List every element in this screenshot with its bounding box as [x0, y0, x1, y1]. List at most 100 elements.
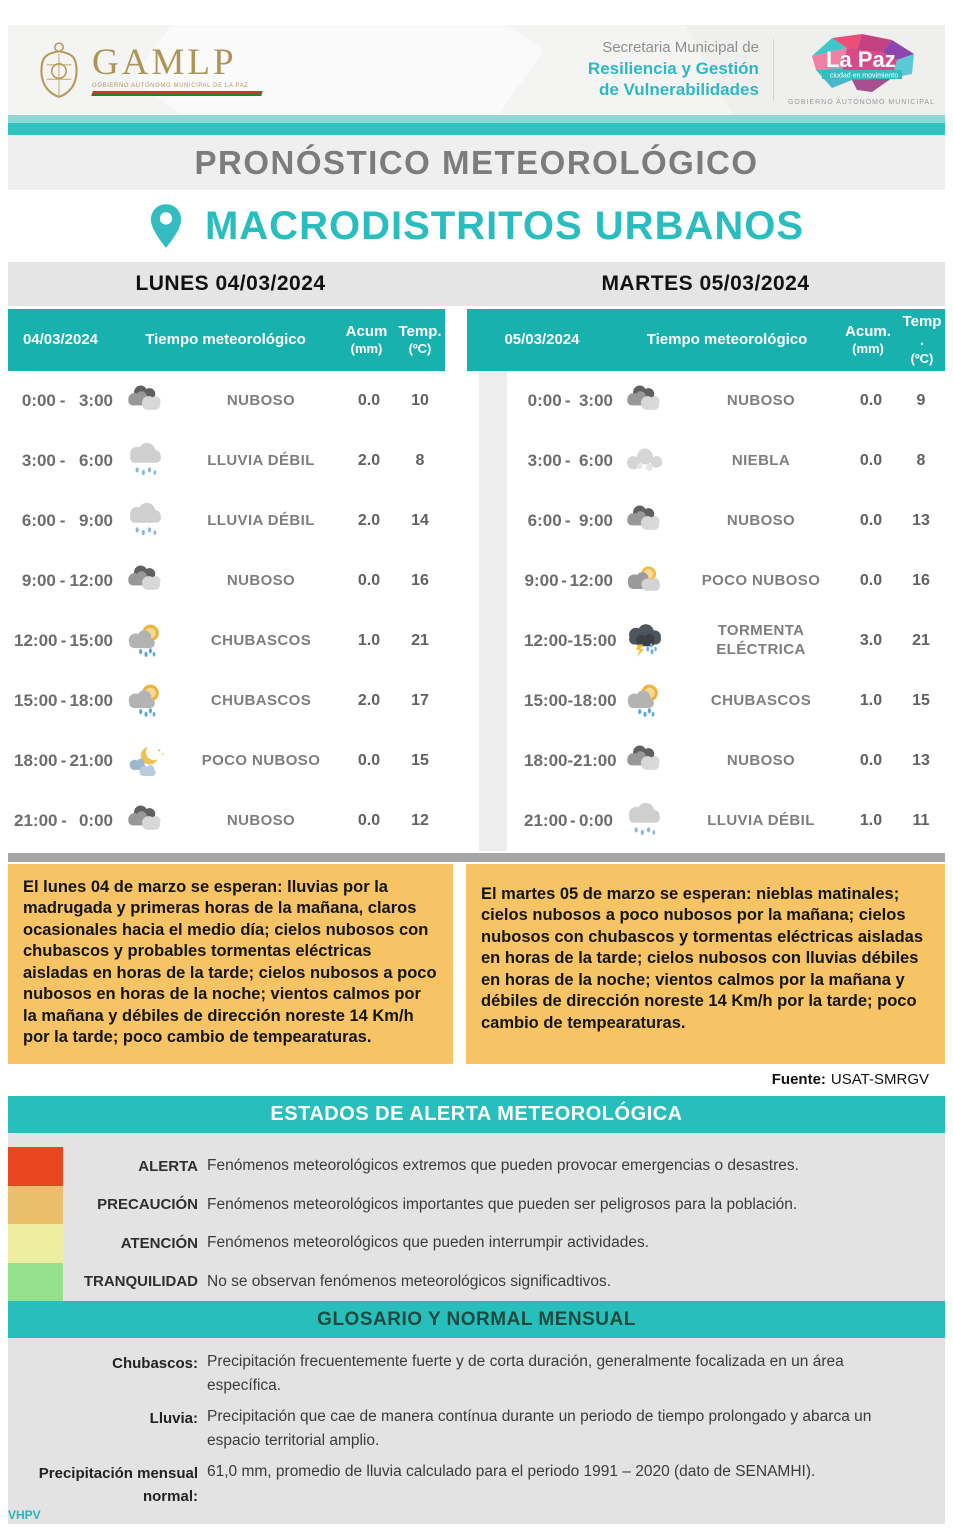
time-start: 6:00: [21, 511, 56, 530]
time-range: 15:00 - 18:00: [8, 691, 113, 711]
location-pin-icon: [150, 204, 182, 248]
weather-condition: NUBOSO: [226, 811, 296, 829]
lapaz-title: La Paz: [826, 47, 896, 72]
weather-condition: CHUBASCOS: [210, 691, 312, 709]
time-range: 3:00 - 6:00: [518, 451, 613, 471]
time-start: 18:00: [524, 751, 568, 770]
time-start: 21:00: [524, 811, 568, 830]
time-end: 15:00: [573, 631, 617, 650]
time-separator: -: [59, 451, 66, 470]
glossary-definition: Precipitación que cae de manera contínua…: [207, 1408, 872, 1450]
temperature-value: 16: [912, 572, 930, 589]
time-end: 0:00: [578, 811, 613, 830]
column-headers: 04/03/2024 Tiempo meteorológico Acum (mm)…: [8, 309, 945, 371]
precipitation-value: 0.0: [859, 512, 883, 529]
table-row: 21:00 - 0:00 NUBOSO 0.0 12: [8, 791, 445, 851]
alert-level-description: Fenómenos meteorológicos importantes que…: [207, 1195, 798, 1213]
sun-cloud-icon: [613, 562, 677, 600]
time-separator: -: [61, 811, 67, 830]
time-separator: -: [567, 691, 574, 710]
teal-bar: [8, 115, 945, 135]
fog-icon: [613, 442, 677, 480]
page-title: PRONÓSTICO METEOROLÓGICO: [194, 143, 759, 181]
glossary-term: Chubascos:: [112, 1355, 198, 1372]
day-header-tuesday: MARTES 05/03/2024: [601, 272, 810, 295]
glossary-row: Precipitación mensual normal: 61,0 mm, p…: [8, 1460, 945, 1508]
col-temp: Temp . (ºC): [902, 313, 942, 366]
alert-color-swatch: [8, 1185, 63, 1224]
temperature-value: 21: [912, 632, 930, 649]
time-range: 12:00 - 15:00: [518, 631, 617, 651]
alert-color-scale: [8, 1147, 63, 1301]
precipitation-value: 0.0: [357, 752, 381, 769]
precipitation-value: 0.0: [357, 572, 381, 589]
time-range: 12:00 - 15:00: [8, 631, 113, 651]
precipitation-value: 3.0: [859, 632, 883, 649]
precipitation-value: 2.0: [357, 452, 381, 469]
time-end: 3:00: [78, 391, 113, 410]
col-date: 04/03/2024: [22, 330, 99, 348]
cloudy-icon: [613, 382, 677, 420]
cloudy-icon: [113, 802, 179, 840]
alert-color-swatch: [8, 1262, 63, 1301]
summary-tuesday: El martes 05 de marzo se esperan: niebla…: [466, 864, 945, 1064]
lapaz-logo: La Paz ciudad en movimiento GOBIERNO AUT…: [788, 34, 935, 106]
glossary-row: Chubascos: Precipitación frecuentemente …: [8, 1350, 945, 1398]
time-end: 6:00: [78, 451, 113, 470]
gap: [453, 262, 466, 306]
time-start: 9:00: [21, 571, 56, 590]
alert-level-description: Fenómenos meteorológicos que pueden inte…: [207, 1234, 649, 1252]
day-header-monday: LUNES 04/03/2024: [135, 272, 326, 295]
temperature-value: 15: [912, 692, 930, 709]
time-range: 18:00 - 21:00: [8, 751, 113, 771]
forecast-table-monday: 0:00 - 3:00 NUBOSO 0.0 10 3:00 - 6:00 LL…: [8, 371, 445, 851]
time-start: 12:00: [14, 631, 58, 650]
gamlp-subtitle: GOBIERNO AUTÓNOMO MUNICIPAL DE LA PAZ: [92, 83, 249, 89]
col-acum: Acum (mm): [345, 322, 388, 357]
temperature-value: 8: [916, 452, 926, 469]
title-band: PRONÓSTICO METEOROLÓGICO: [8, 135, 945, 190]
table-divider: [479, 371, 507, 851]
time-range: 9:00 - 12:00: [8, 571, 113, 591]
weather-condition: TORMENTA ELÉCTRICA: [716, 622, 806, 658]
temperature-value: 8: [415, 452, 425, 469]
gap: [445, 309, 467, 371]
temperature-value: 16: [411, 572, 429, 589]
time-separator: -: [59, 511, 66, 530]
alerts-title: ESTADOS DE ALERTA METEOROLÓGICA: [8, 1096, 945, 1133]
time-separator: -: [59, 391, 66, 410]
secretaria-line3: de Vulnerabilidades: [598, 80, 759, 100]
glossary-title: GLOSARIO Y NORMAL MENSUAL: [8, 1301, 945, 1338]
time-range: 15:00 - 18:00: [518, 691, 617, 711]
temperature-value: 12: [411, 812, 429, 829]
temperature-value: 21: [411, 632, 429, 649]
time-end: 6:00: [578, 451, 613, 470]
weather-condition: POCO NUBOSO: [201, 751, 321, 769]
table-row: 15:00 - 18:00 CHUBASCOS 1.0 15: [518, 671, 945, 731]
secretaria-line2: Resiliencia y Gestión: [587, 59, 759, 79]
temperature-value: 15: [411, 752, 429, 769]
precipitation-value: 0.0: [859, 572, 883, 589]
source-label: Fuente:: [771, 1070, 826, 1088]
header: GAMLP GOBIERNO AUTÓNOMO MUNICIPAL DE LA …: [8, 25, 945, 115]
time-end: 9:00: [78, 511, 113, 530]
sun-showers-icon: [613, 682, 677, 720]
weather-condition: CHUBASCOS: [710, 691, 812, 709]
table-row: 9:00 - 12:00 NUBOSO 0.0 16: [8, 551, 445, 611]
time-separator: -: [569, 811, 576, 830]
table-row: 3:00 - 6:00 NIEBLA 0.0 8: [518, 431, 945, 491]
table-row: 6:00 - 9:00 NUBOSO 0.0 13: [518, 491, 945, 551]
author-initials: VHPV: [8, 1508, 41, 1522]
vertical-divider: [772, 39, 774, 101]
alert-rows: ALERTA Fenómenos meteorológicos extremos…: [8, 1147, 945, 1301]
time-separator: -: [60, 751, 67, 770]
moon-clouds-icon: [113, 742, 179, 780]
source-line: Fuente: USAT-SMRGV: [8, 1064, 945, 1094]
time-separator: -: [59, 571, 66, 590]
weather-condition: POCO NUBOSO: [701, 571, 821, 589]
weather-condition: LLUVIA DÉBIL: [207, 451, 315, 469]
precipitation-value: 1.0: [859, 812, 883, 829]
table-row: 3:00 - 6:00 LLUVIA DÉBIL 2.0 8: [8, 431, 445, 491]
col-weather: Tiempo meteorológico: [646, 330, 808, 348]
